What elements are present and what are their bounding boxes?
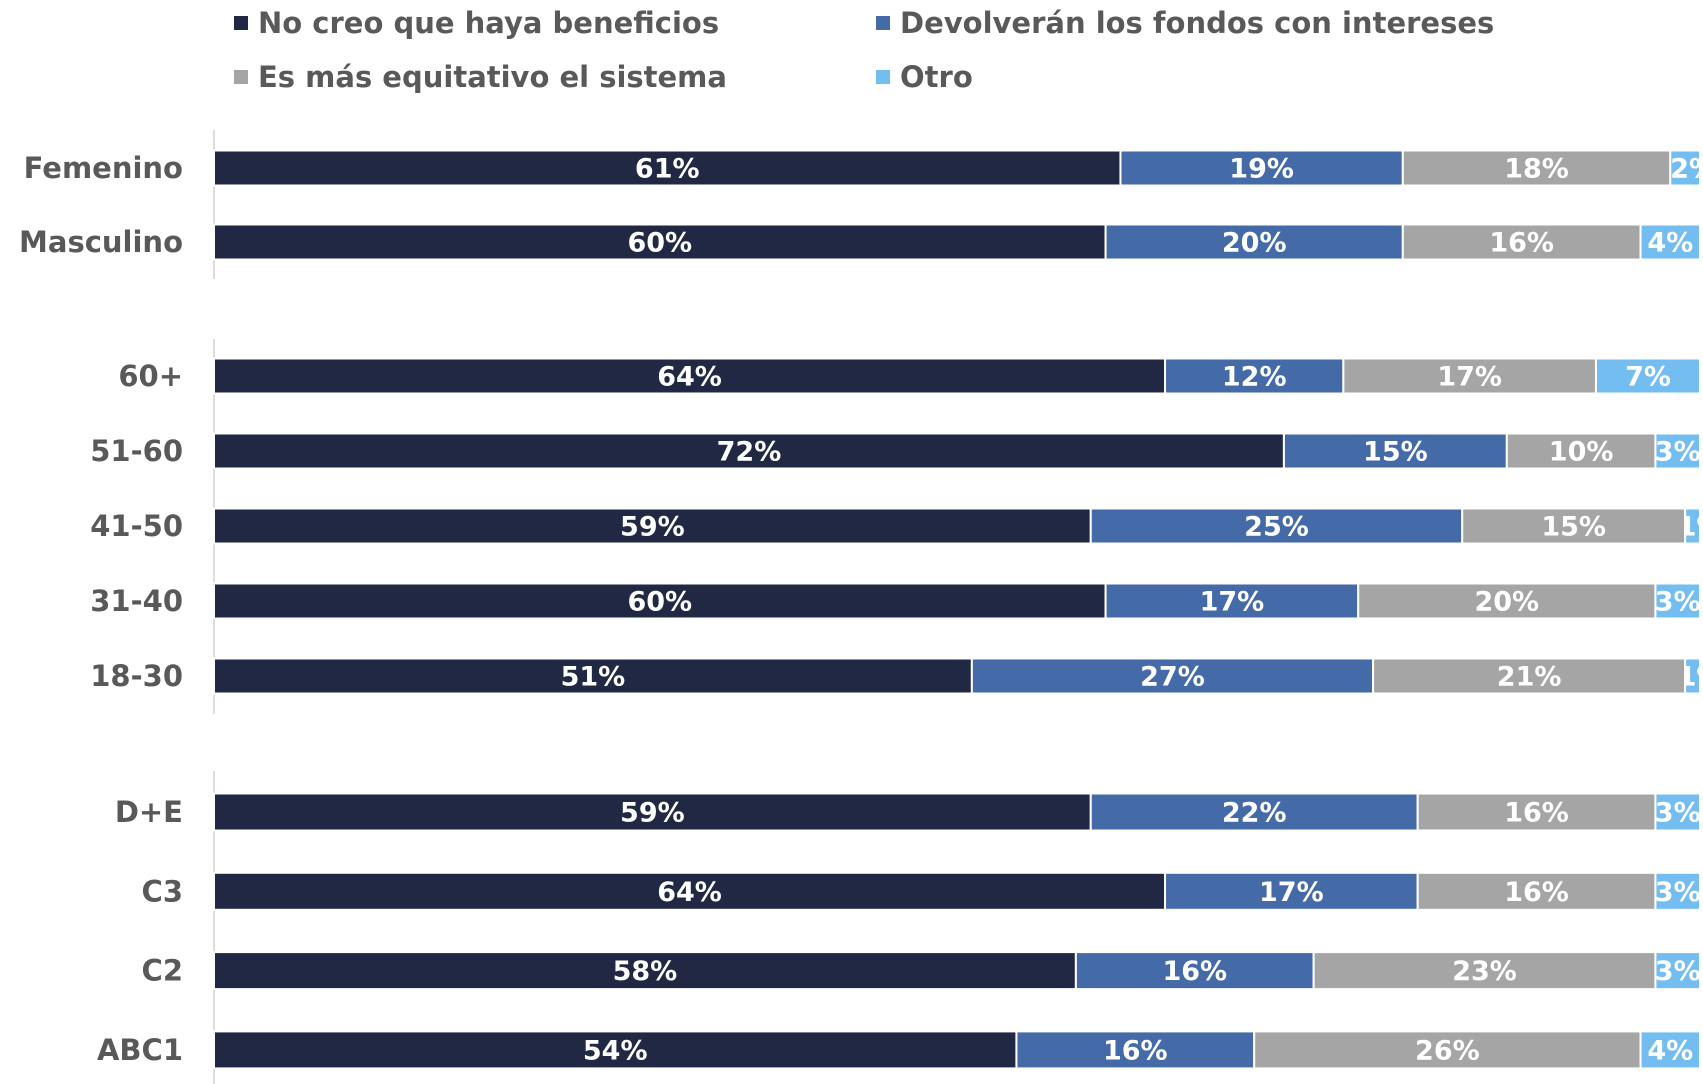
value-label: 59% — [620, 798, 685, 829]
bar-segment — [970, 657, 1375, 695]
value-label: 3% — [1655, 437, 1701, 468]
value-label: 1% — [1678, 512, 1703, 543]
value-label: 21% — [1497, 662, 1562, 693]
legend-label: Otro — [900, 60, 973, 94]
value-label: 4% — [1647, 1035, 1693, 1066]
value-label: 17% — [1200, 587, 1265, 618]
category-label: 41-50 — [90, 509, 183, 543]
bar-segment — [213, 657, 973, 695]
bar-segment — [213, 507, 1092, 545]
value-label: 16% — [1489, 228, 1554, 259]
value-label: 61% — [635, 154, 700, 185]
category-label: Masculino — [19, 225, 183, 259]
bar-segment — [1401, 149, 1672, 187]
legend-swatch — [234, 70, 248, 84]
category-label: 60+ — [118, 359, 183, 393]
value-label: 15% — [1541, 512, 1606, 543]
value-label: 3% — [1655, 956, 1701, 987]
value-label: 20% — [1222, 228, 1287, 259]
category-label: 51-60 — [90, 434, 183, 468]
value-label: 59% — [620, 512, 685, 543]
category-label: D+E — [115, 795, 183, 829]
bar-segment — [1164, 871, 1419, 911]
category-label: 18-30 — [90, 659, 183, 693]
value-label: 16% — [1162, 956, 1227, 987]
bar-segment — [1119, 149, 1404, 187]
value-label: 7% — [1625, 362, 1671, 393]
bar-segment — [1282, 432, 1508, 470]
bar-segment — [1684, 657, 1702, 695]
bar-segment — [1342, 357, 1597, 395]
value-label: 17% — [1437, 362, 1502, 393]
bar-segment — [1654, 582, 1702, 620]
category-label: C3 — [142, 874, 183, 908]
value-label: 19% — [1229, 154, 1294, 185]
value-label: 17% — [1259, 877, 1324, 908]
value-label: 2% — [1670, 154, 1703, 185]
value-label: 54% — [583, 1035, 648, 1066]
bar-segment — [1684, 507, 1702, 545]
value-label: 3% — [1655, 587, 1701, 618]
legend-swatch — [876, 16, 890, 30]
value-label: 12% — [1222, 362, 1287, 393]
category-label: 31-40 — [90, 584, 183, 618]
bar-segment — [1654, 792, 1702, 832]
value-label: 16% — [1504, 798, 1569, 829]
bar-segment — [213, 871, 1167, 911]
category-label: C2 — [142, 954, 183, 988]
category-label: ABC1 — [97, 1033, 183, 1067]
value-label: 18% — [1504, 154, 1569, 185]
value-label: 64% — [657, 362, 722, 393]
bar-segment — [1089, 792, 1419, 832]
value-label: 22% — [1222, 798, 1287, 829]
legend-label: Es más equitativo el sistema — [258, 60, 727, 94]
value-label: 64% — [657, 877, 722, 908]
bar-segment — [1654, 951, 1702, 991]
value-label: 60% — [627, 587, 692, 618]
value-label: 72% — [717, 437, 782, 468]
value-label: 10% — [1549, 437, 1614, 468]
legend-label: Devolverán los fondos con intereses — [900, 6, 1494, 40]
value-label: 16% — [1103, 1035, 1168, 1066]
bar-segment — [213, 582, 1107, 620]
value-label: 4% — [1647, 228, 1693, 259]
value-label: 16% — [1504, 877, 1569, 908]
bar-segment — [1357, 582, 1657, 620]
bar-segment — [1639, 223, 1702, 261]
bar-segment — [1015, 1030, 1256, 1070]
bar-segment — [1654, 871, 1702, 911]
bar-segment — [213, 792, 1092, 832]
value-label: 26% — [1415, 1035, 1480, 1066]
bar-segment — [1639, 1030, 1702, 1070]
category-label: Femenino — [24, 151, 183, 185]
value-label: 51% — [561, 662, 626, 693]
legend-label: No creo que haya beneficios — [258, 6, 719, 40]
bar-segment — [1312, 951, 1657, 991]
bar-segment — [213, 357, 1167, 395]
value-label: 3% — [1655, 877, 1701, 908]
bar-segment — [1164, 357, 1345, 395]
value-label: 15% — [1363, 437, 1428, 468]
bar-segment — [1253, 1030, 1642, 1070]
bar-segment — [1654, 432, 1702, 470]
bar-segment — [213, 1030, 1018, 1070]
value-label: 23% — [1452, 956, 1517, 987]
value-label: 58% — [613, 956, 678, 987]
value-label: 27% — [1140, 662, 1205, 693]
legend-swatch — [234, 16, 248, 30]
legend-swatch — [876, 70, 890, 84]
bar-segment — [1594, 357, 1701, 395]
bar-segment — [1505, 432, 1657, 470]
bar-segment — [1104, 582, 1360, 620]
bar-segment — [1416, 792, 1657, 832]
value-label: 20% — [1474, 587, 1539, 618]
value-label: 25% — [1244, 512, 1309, 543]
value-label: 1% — [1678, 662, 1703, 693]
value-label: 3% — [1655, 798, 1701, 829]
bar-segment — [1074, 951, 1315, 991]
value-label: 60% — [627, 228, 692, 259]
bar-segment — [1669, 149, 1702, 187]
